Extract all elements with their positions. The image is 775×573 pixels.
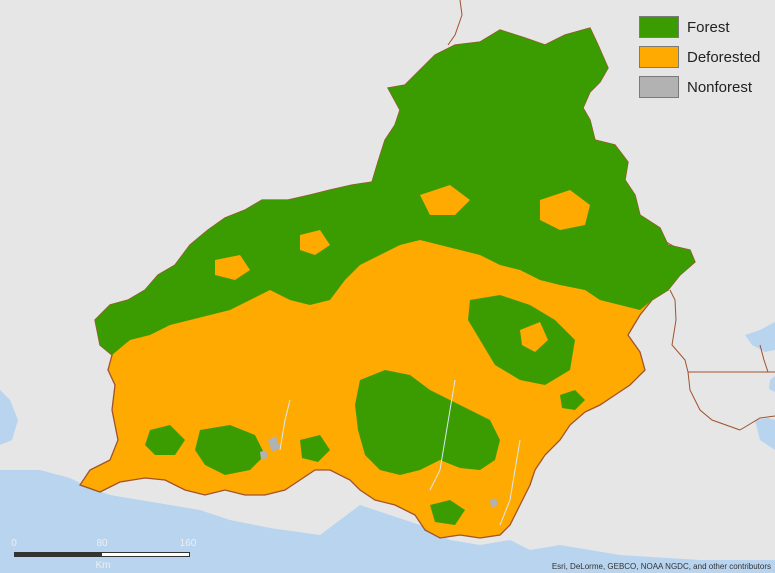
- scale-unit-label: Km: [95, 560, 111, 571]
- legend-swatch-deforested: [639, 46, 679, 68]
- legend-label-deforested: Deforested: [687, 48, 761, 66]
- legend-item-forest: Forest: [639, 12, 760, 42]
- legend: Forest Deforested Nonforest: [639, 12, 760, 102]
- map-attribution: Esri, DeLorme, GEBCO, NOAA NGDC, and oth…: [551, 562, 771, 571]
- legend-swatch-nonforest: [639, 76, 679, 98]
- scale-tick-0: 0: [11, 538, 17, 549]
- legend-label-forest: Forest: [687, 18, 730, 36]
- scale-tick-160: 160: [179, 538, 197, 549]
- scale-bar-graphic: [14, 552, 190, 557]
- scale-tick-80: 80: [96, 538, 108, 549]
- legend-item-deforested: Deforested: [639, 42, 760, 72]
- legend-swatch-forest: [639, 16, 679, 38]
- legend-label-nonforest: Nonforest: [687, 78, 753, 96]
- rivers: [279, 379, 521, 526]
- scale-bar: 0 80 160 Km: [11, 538, 197, 571]
- nonforest-patches: [260, 436, 498, 507]
- neighbor-boundaries: [447, 0, 775, 431]
- sea: [0, 322, 775, 573]
- legend-item-nonforest: Nonforest: [639, 72, 760, 102]
- forest-areas: [95, 28, 695, 525]
- scale-bar-segment: [15, 553, 102, 556]
